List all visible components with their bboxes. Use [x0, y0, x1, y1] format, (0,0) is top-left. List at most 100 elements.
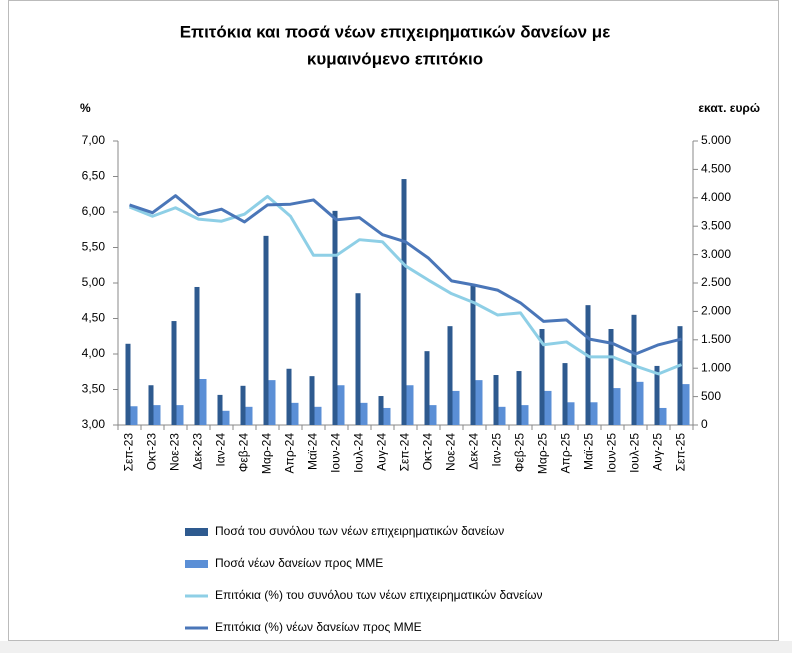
- y-tick-label: 6,00: [82, 204, 106, 218]
- bar: [539, 329, 545, 425]
- y2-tick-label: 4.500: [701, 162, 731, 176]
- bar: [291, 402, 299, 425]
- legend-swatch: [185, 528, 208, 536]
- bar: [470, 285, 476, 425]
- x-tick-label: Σεπ-23: [122, 433, 136, 472]
- y-tick-label: 4,50: [82, 311, 106, 325]
- legend-label: Επιτόκια (%) νέων δανείων προς ΜΜΕ: [215, 620, 422, 634]
- bottom-strip: [0, 641, 792, 653]
- bar: [383, 407, 391, 425]
- y-tick-label: 5,00: [82, 275, 106, 289]
- y-tick-label: 3,00: [82, 417, 106, 431]
- x-tick-label: Δεκ-24: [467, 433, 481, 470]
- y2-tick-label: 500: [701, 389, 721, 403]
- bar: [148, 385, 154, 425]
- y-tick-label: 6,50: [82, 169, 106, 183]
- x-tick-label: Μαϊ-24: [306, 433, 320, 470]
- bar: [493, 375, 499, 425]
- bar: [153, 405, 161, 425]
- bar: [217, 394, 223, 425]
- bar: [199, 378, 207, 425]
- x-tick-label: Σεπ-24: [398, 433, 412, 472]
- bar: [613, 388, 621, 425]
- x-tick-label: Νοε-24: [444, 433, 458, 471]
- bar: [544, 390, 552, 425]
- bar: [424, 351, 430, 425]
- x-tick-label: Φεβ-24: [237, 433, 251, 472]
- line: [129, 194, 682, 356]
- bar: [337, 385, 345, 425]
- x-tick-label: Μαϊ-25: [582, 433, 596, 470]
- bar: [360, 402, 368, 425]
- x-tick-label: Ιαν-25: [490, 433, 504, 467]
- x-tick-label: Ιουλ-24: [352, 433, 366, 473]
- y2-tick-label: 3.000: [701, 247, 731, 261]
- y2-axis-label: εκατ. ευρώ: [698, 101, 760, 115]
- bar: [516, 371, 522, 425]
- y2-tick-label: 4.000: [701, 190, 731, 204]
- bar: [447, 326, 453, 425]
- x-tick-label: Δεκ-23: [191, 433, 205, 470]
- bar: [130, 406, 138, 425]
- y-axis-label: %: [80, 101, 91, 115]
- y2-tick-label: 1.500: [701, 332, 731, 346]
- bar: [263, 235, 269, 425]
- bar: [498, 406, 506, 425]
- bar: [562, 363, 568, 425]
- bar: [682, 384, 690, 425]
- y2-tick-label: 1.000: [701, 360, 731, 374]
- bar: [567, 402, 575, 425]
- bar: [401, 179, 407, 425]
- x-tick-label: Απρ-24: [283, 433, 297, 474]
- bar: [332, 210, 338, 425]
- bar: [222, 410, 230, 425]
- bar: [585, 305, 591, 425]
- x-tick-label: Μαρ-24: [260, 433, 274, 474]
- bar: [176, 405, 184, 425]
- bar: [636, 381, 644, 425]
- legend-swatch: [185, 560, 208, 568]
- x-tick-label: Αυγ-24: [375, 433, 389, 471]
- y2-tick-label: 5.000: [701, 133, 731, 147]
- bar: [240, 385, 246, 425]
- bar: [309, 376, 315, 425]
- bar: [631, 314, 637, 425]
- bar: [355, 293, 361, 425]
- bar: [659, 407, 667, 425]
- y2-tick-label: 2.500: [701, 275, 731, 289]
- bar: [452, 390, 460, 425]
- y-tick-label: 7,00: [82, 133, 106, 147]
- y-tick-label: 5,50: [82, 240, 106, 254]
- x-tick-label: Ιουν-24: [329, 433, 343, 473]
- y2-tick-label: 2.000: [701, 304, 731, 318]
- bar: [314, 406, 322, 425]
- x-tick-label: Φεβ-25: [513, 433, 527, 472]
- bar: [194, 286, 200, 425]
- bar: [268, 380, 276, 425]
- y-tick-label: 3,50: [82, 382, 106, 396]
- bar: [521, 405, 529, 425]
- x-tick-label: Οκτ-24: [421, 433, 435, 471]
- x-tick-label: Ιουλ-25: [628, 433, 642, 473]
- y2-tick-label: 0: [701, 417, 708, 431]
- bar: [677, 326, 683, 425]
- x-tick-label: Αυγ-25: [651, 433, 665, 471]
- y2-tick-label: 3.500: [701, 218, 731, 232]
- bar: [171, 321, 177, 425]
- chart-title: Επιτόκια και ποσά νέων επιχειρηματικών δ…: [180, 22, 611, 41]
- x-tick-label: Σεπ-25: [674, 433, 688, 472]
- chart-title: κυμαινόμενο επιτόκιο: [307, 49, 483, 68]
- bar: [654, 365, 660, 425]
- x-tick-label: Ιαν-24: [214, 433, 228, 467]
- bar: [245, 406, 253, 425]
- bar: [286, 368, 292, 425]
- y-tick-label: 4,00: [82, 346, 106, 360]
- bar: [475, 380, 483, 425]
- chart-frame: [8, 0, 779, 641]
- bar: [406, 385, 414, 425]
- line: [128, 194, 683, 376]
- x-tick-label: Οκτ-23: [145, 433, 159, 471]
- legend-label: Ποσά του συνόλου των νέων επιχειρηματικώ…: [215, 524, 504, 538]
- bar: [608, 329, 614, 425]
